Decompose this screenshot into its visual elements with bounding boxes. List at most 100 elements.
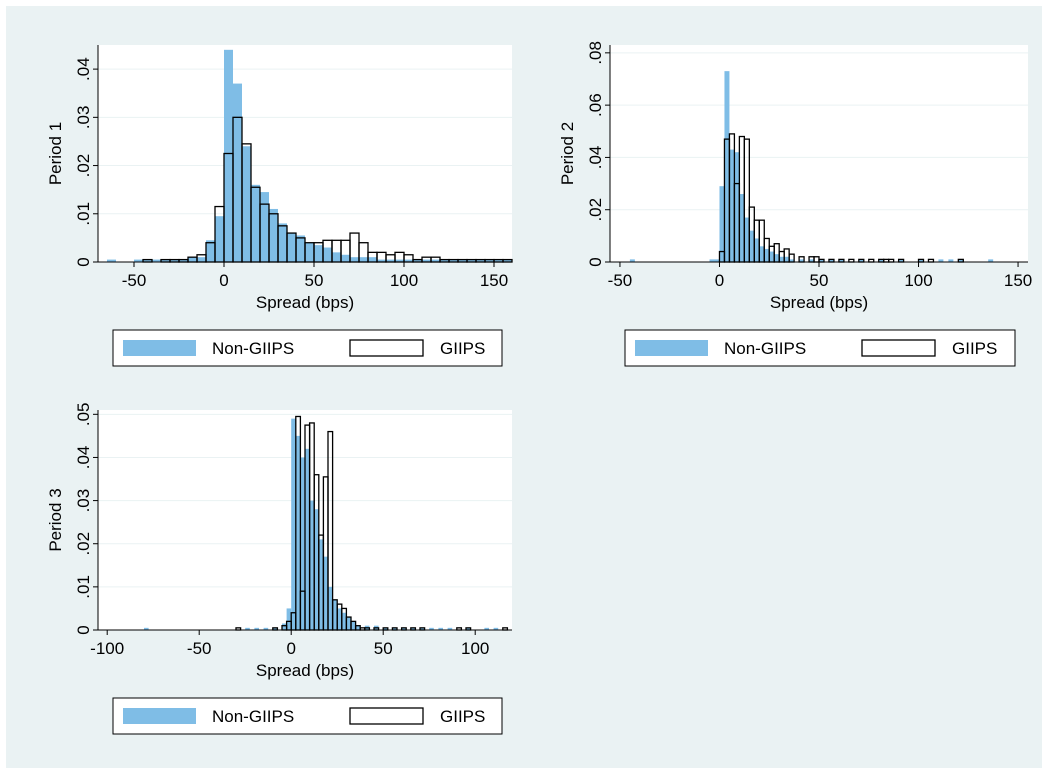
- non-giips-bar: [784, 256, 790, 262]
- legend-swatch-non-giips: [635, 340, 708, 356]
- legend-swatch-non-giips: [123, 340, 196, 356]
- non-giips-bar: [224, 49, 233, 263]
- non-giips-bar: [179, 259, 188, 262]
- legend-label-non-giips: Non-GIIPS: [724, 339, 806, 358]
- non-giips-bar: [215, 216, 224, 262]
- non-giips-bar: [197, 257, 206, 262]
- y-axis-title: Period 3: [46, 488, 65, 551]
- y-tick-label: .03: [74, 489, 93, 513]
- y-tick-label: .04: [74, 57, 93, 81]
- non-giips-bar: [260, 192, 269, 262]
- legend-label-non-giips: Non-GIIPS: [212, 707, 294, 726]
- non-giips-bar: [355, 625, 361, 630]
- non-giips-bar: [263, 627, 269, 630]
- non-giips-bar: [709, 259, 715, 262]
- non-giips-bar: [774, 254, 780, 262]
- legend: Non-GIIPS GIIPS: [112, 697, 503, 735]
- non-giips-bar: [438, 627, 443, 630]
- legend-swatch-giips: [349, 339, 424, 357]
- non-giips-bar: [413, 259, 422, 262]
- non-giips-bar: [188, 257, 197, 262]
- non-giips-bar: [300, 457, 305, 630]
- non-giips-bar: [809, 259, 815, 262]
- non-giips-bar: [420, 627, 425, 630]
- non-giips-bar: [278, 223, 287, 262]
- legend-label-giips: GIIPS: [440, 339, 485, 358]
- non-giips-bar: [323, 247, 332, 262]
- non-giips-bar: [819, 259, 824, 262]
- non-giips-bar: [476, 259, 485, 262]
- non-giips-bar: [383, 627, 388, 630]
- non-giips-bar: [318, 539, 324, 630]
- non-giips-bar: [143, 259, 152, 262]
- non-giips-bar: [779, 256, 785, 262]
- non-giips-bar: [295, 435, 301, 630]
- non-giips-bar: [170, 259, 179, 262]
- x-tick-label: 50: [305, 271, 324, 290]
- x-tick-label: 50: [374, 639, 393, 658]
- y-tick-label: .05: [74, 402, 93, 426]
- non-giips-bar: [314, 509, 319, 630]
- non-giips-bar: [341, 254, 350, 262]
- non-giips-bar: [401, 627, 407, 630]
- non-giips-bar: [368, 257, 377, 262]
- non-giips-bar: [422, 259, 431, 262]
- non-giips-bar: [341, 612, 347, 630]
- non-giips-bar: [245, 627, 250, 630]
- non-giips-bar: [134, 259, 143, 262]
- non-giips-bar: [296, 235, 305, 262]
- x-tick-label: 100: [390, 271, 418, 290]
- x-tick-label: -50: [122, 271, 147, 290]
- non-giips-bar: [484, 627, 489, 630]
- y-tick-label: .06: [586, 93, 605, 117]
- non-giips-bar: [789, 259, 795, 262]
- non-giips-bar: [386, 259, 395, 262]
- x-tick-label: -100: [90, 639, 124, 658]
- x-axis-title: Spread (bps): [770, 293, 868, 312]
- y-tick-label: .02: [586, 198, 605, 222]
- legend-swatch-non-giips: [123, 708, 196, 724]
- non-giips-bar: [392, 627, 397, 630]
- x-axis-title: Spread (bps): [256, 293, 354, 312]
- legend-label-non-giips: Non-GIIPS: [212, 339, 294, 358]
- non-giips-bar: [351, 621, 356, 630]
- x-tick-label: 0: [219, 271, 228, 290]
- non-giips-bar: [282, 623, 287, 630]
- non-giips-bar: [744, 217, 750, 262]
- non-giips-bar: [251, 184, 260, 262]
- legend-label-giips: GIIPS: [952, 339, 997, 358]
- plot-area: [610, 45, 1028, 262]
- non-giips-bar: [440, 259, 449, 262]
- non-giips-bar: [458, 259, 467, 262]
- non-giips-bar: [242, 146, 251, 262]
- x-axis-title: Spread (bps): [256, 661, 354, 680]
- non-giips-bar: [828, 259, 834, 262]
- non-giips-bar: [323, 556, 328, 630]
- non-giips-bar: [314, 245, 323, 262]
- x-tick-label: 0: [715, 271, 724, 290]
- non-giips-bar: [503, 259, 512, 262]
- non-giips-bar: [377, 259, 386, 262]
- x-tick-label: 150: [480, 271, 508, 290]
- non-giips-bar: [254, 627, 259, 630]
- non-giips-bar: [404, 259, 413, 262]
- non-giips-bar: [878, 259, 884, 262]
- non-giips-bar: [493, 627, 499, 630]
- non-giips-bar: [466, 627, 471, 630]
- non-giips-bar: [346, 617, 351, 630]
- x-tick-label: 0: [286, 639, 295, 658]
- y-axis-title: Period 1: [46, 122, 65, 185]
- legend: Non-GIIPS GIIPS: [112, 329, 503, 367]
- non-giips-bar: [305, 242, 314, 262]
- non-giips-bar: [233, 83, 242, 262]
- legend-swatch-giips: [861, 339, 936, 357]
- non-giips-bar: [759, 246, 765, 262]
- non-giips-bar: [144, 627, 149, 630]
- non-giips-bar: [447, 627, 453, 630]
- legend: Non-GIIPS GIIPS: [624, 329, 1016, 367]
- non-giips-bar: [152, 259, 161, 262]
- non-giips-bar: [350, 257, 359, 262]
- non-giips-bar: [206, 240, 215, 262]
- non-giips-bar: [337, 608, 342, 630]
